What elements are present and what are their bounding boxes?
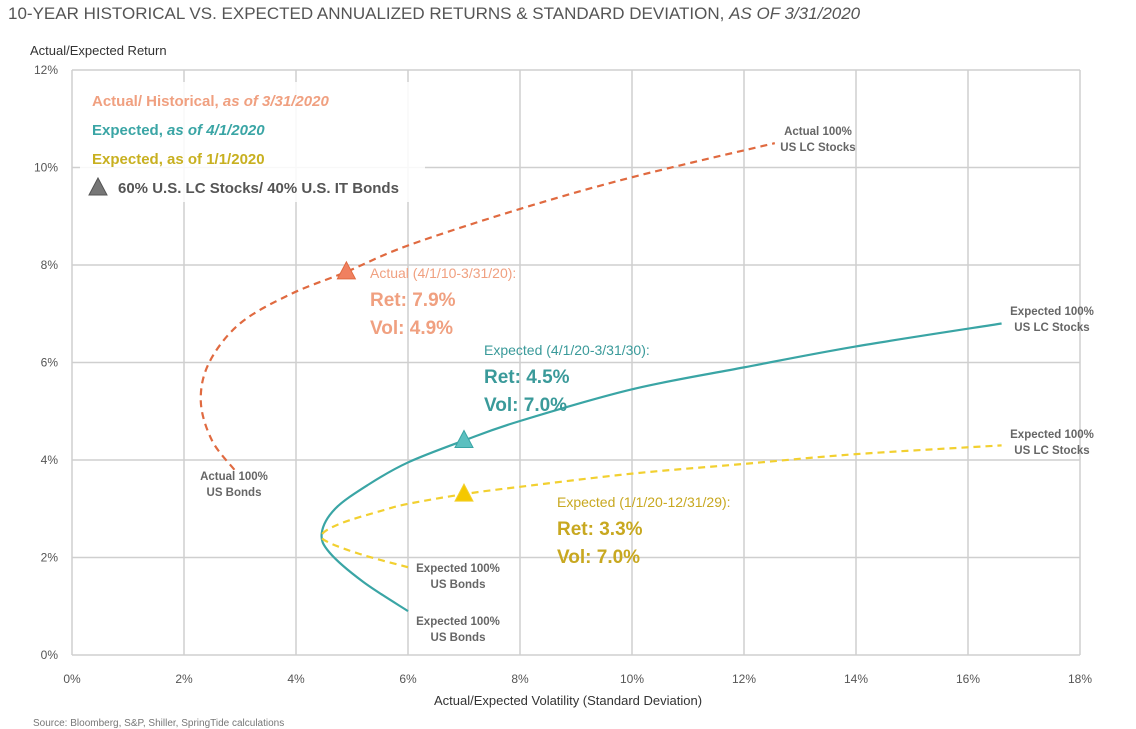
x-tick-label: 10%: [620, 672, 644, 686]
endpoint-label: Expected 100%: [416, 616, 500, 628]
annotation-return: Ret: 4.5%: [484, 367, 570, 388]
y-tick-label: 8%: [41, 258, 59, 272]
y-tick-label: 4%: [41, 453, 59, 467]
frontier-line: [320, 444, 1002, 569]
x-tick-label: 8%: [511, 672, 529, 686]
x-tick-label: 0%: [63, 672, 81, 686]
endpoint-label: Expected 100%: [1010, 306, 1094, 318]
x-tick-label: 16%: [956, 672, 980, 686]
legend-triangle-icon: [88, 176, 108, 196]
portfolio-marker: [454, 429, 474, 448]
legend-box: [80, 82, 425, 202]
source-note: Source: Bloomberg, S&P, Shiller, SpringT…: [33, 718, 284, 729]
annotation-heading: Expected (4/1/20-3/31/30):: [484, 342, 650, 358]
legend-entry: Expected, as of 1/1/2020: [92, 151, 265, 168]
annotation-volatility: Vol: 7.0%: [484, 395, 567, 416]
frontier-line: [199, 142, 776, 471]
endpoint-label: Actual 100%: [200, 471, 268, 483]
endpoint-label: US LC Stocks: [1014, 445, 1089, 457]
legend-entry: 60% U.S. LC Stocks/ 40% U.S. IT Bonds: [118, 180, 399, 197]
x-tick-label: 6%: [399, 672, 417, 686]
endpoint-label: US LC Stocks: [780, 142, 855, 154]
endpoint-label: US LC Stocks: [1014, 322, 1089, 334]
y-tick-label: 12%: [34, 63, 58, 77]
annotation-heading: Actual (4/1/10-3/31/20):: [370, 265, 516, 281]
x-tick-label: 4%: [287, 672, 305, 686]
y-tick-label: 6%: [41, 356, 59, 370]
x-tick-label: 2%: [175, 672, 193, 686]
y-axis-label: Actual/Expected Return: [30, 43, 167, 58]
x-axis-label: Actual/Expected Volatility (Standard Dev…: [434, 693, 702, 708]
y-tick-label: 0%: [41, 648, 59, 662]
endpoint-label: Actual 100%: [784, 126, 852, 138]
y-tick-label: 2%: [41, 551, 59, 565]
endpoint-label: US Bonds: [431, 632, 486, 644]
frontier-line: [320, 322, 1002, 613]
annotation-return: Ret: 3.3%: [557, 519, 643, 540]
endpoint-label: Expected 100%: [416, 563, 500, 575]
portfolio-marker: [454, 483, 474, 502]
annotation-volatility: Vol: 4.9%: [370, 318, 453, 339]
portfolio-marker: [336, 260, 357, 280]
chart-title: 10-YEAR HISTORICAL VS. EXPECTED ANNUALIZ…: [8, 4, 861, 23]
legend-entry: Expected, as of 4/1/2020: [92, 122, 265, 139]
x-tick-label: 12%: [732, 672, 756, 686]
endpoint-label: US Bonds: [207, 487, 262, 499]
y-tick-label: 10%: [34, 161, 58, 175]
annotation-return: Ret: 7.9%: [370, 290, 456, 311]
endpoint-label: Expected 100%: [1010, 429, 1094, 441]
x-tick-label: 14%: [844, 672, 868, 686]
annotation-volatility: Vol: 7.0%: [557, 547, 640, 568]
x-tick-label: 18%: [1068, 672, 1092, 686]
endpoint-label: US Bonds: [431, 579, 486, 591]
legend-entry: Actual/ Historical, as of 3/31/2020: [92, 93, 329, 110]
annotation-heading: Expected (1/1/20-12/31/29):: [557, 494, 731, 510]
